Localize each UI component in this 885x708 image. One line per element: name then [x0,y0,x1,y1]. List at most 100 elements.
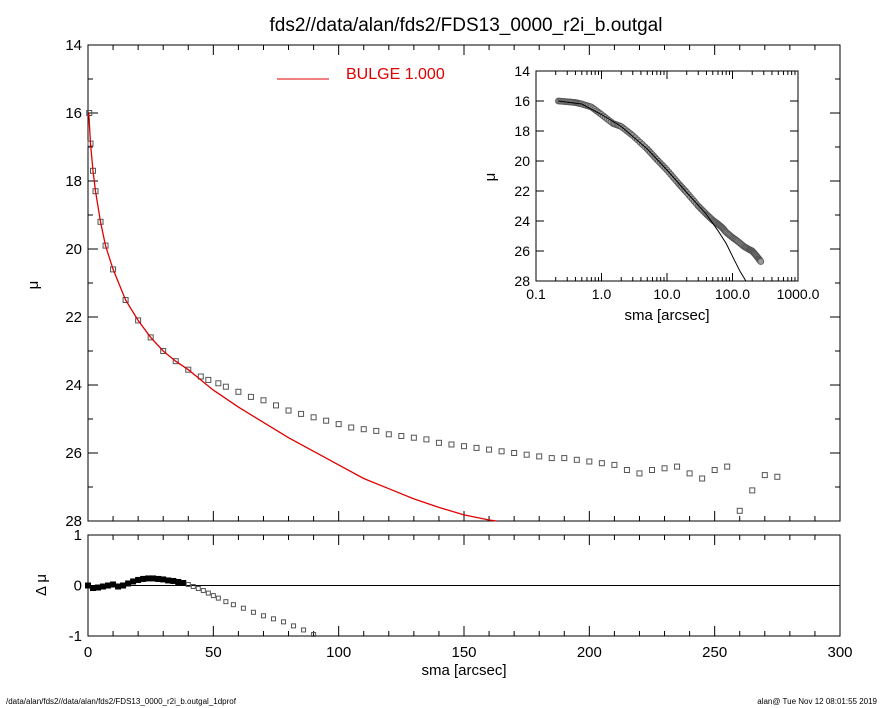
main-data-point [160,348,167,354]
main-data-point [348,424,355,431]
residual-xtick-label: 100 [326,644,351,661]
main-data-point [749,487,756,494]
residual-data-point [155,575,162,582]
inset-ytick-label: 20 [514,153,530,169]
inset-axis-ticks: 14 16 18 20 22 24 26 280.1 1.0 10.0 100.0 1000.0 [514,63,819,302]
inset-xlabel: sma [arcsec] [624,307,709,324]
main-data-point [548,455,555,462]
residual-data-point [215,595,221,601]
main-ylabel: μ [25,281,42,290]
main-data-point [561,455,568,462]
residual-data-point [205,590,211,596]
main-ytick-label: 18 [65,173,82,190]
main-data-point [260,397,267,404]
main-data-point [674,463,681,470]
main-data-point [335,421,342,428]
main-data-point [774,473,781,480]
residual-data-point [270,616,276,622]
main-data-point [761,472,768,479]
residual-ytick-label: 1 [74,527,82,544]
main-data-point [310,414,317,421]
main-data-point [435,439,442,446]
main-data-point [711,467,718,473]
residual-data-point [301,627,307,633]
residual-data-point [200,588,206,594]
chart-title: fds2//data/alan/fds2/FDS13_0000_r2i_b.ou… [270,15,663,36]
main-data-point [215,380,222,387]
main-ytick-label: 20 [65,241,82,258]
residual-data-point [120,582,127,589]
main-profile-plot: 14 16 18 20 22 24 26 28 μ BULGE 1.000 [25,37,841,530]
residual-data-point [100,583,107,590]
residual-data-point [110,581,117,588]
residual-data-point [281,619,287,625]
residual-xtick-label: 200 [577,644,602,661]
main-data-point [398,433,405,439]
residual-xtick-label: 50 [205,644,222,661]
main-data-point [611,461,618,468]
main-data-point [122,297,129,303]
main-data-point [573,456,580,463]
residual-data-point [170,577,177,584]
main-data-point [360,426,367,433]
residual-data-point [291,623,297,629]
inset-ytick-label: 28 [514,273,530,289]
residual-data-point [311,631,317,637]
main-data-point [636,470,643,477]
residual-xtick-label: 0 [84,644,92,661]
main-data-point [649,467,655,473]
main-data-point [273,402,279,409]
main-data-point [523,451,530,458]
residual-xtick-label: 300 [827,644,852,661]
residual-xlabel: sma [arcsec] [421,662,506,679]
main-data-point [197,373,204,380]
inset-ytick-label: 18 [514,123,530,139]
residual-data-point [240,605,246,611]
main-data-point [323,417,330,424]
residual-data-point [150,575,157,582]
residual-ylabel: Δ μ [33,574,50,596]
residual-data-point [90,585,97,592]
main-data-point [110,266,117,273]
inset-xtick-label: 0.1 [526,286,546,302]
main-data-point [147,334,154,341]
main-data-point [222,383,229,390]
residual-data-point [165,577,172,584]
main-data-point [461,443,467,450]
inset-xtick-label: 1000.0 [777,286,820,302]
residual-data-point [195,586,201,592]
main-data-point [172,358,179,365]
residual-data-point [180,579,187,586]
residual-data-markers [85,575,317,637]
inset-ytick-label: 26 [514,243,530,259]
main-data-point [623,467,630,473]
main-ytick-label: 14 [65,37,82,54]
main-axis-ticks: 14 16 18 20 22 24 26 28 [65,37,841,530]
residual-data-point [260,613,266,619]
main-data-point [686,470,693,477]
footer-user-timestamp: alan@ Tue Nov 12 08:01:55 2019 [757,697,877,706]
residual-data-point [95,584,102,591]
residual-data-point [145,575,152,582]
main-data-point [285,407,292,414]
main-data-point [661,465,668,472]
residual-data-point [130,578,137,585]
main-ytick-label: 26 [65,445,82,462]
inset-ytick-label: 16 [514,93,530,109]
inset-log-plot: 14 16 18 20 22 24 26 280.1 1.0 10.0 100.0 1000.0 sm… [482,63,820,324]
main-data-point [736,507,743,514]
main-ytick-label: 24 [65,377,82,394]
inset-xtick-label: 10.0 [653,286,680,302]
main-data-point [410,434,417,441]
inset-ytick-label: 24 [514,213,530,229]
main-data-point [385,431,392,438]
main-data-markers [86,110,781,514]
residual-data-point [135,576,142,583]
residual-ytick-label: 0 [74,578,82,595]
inset-data-point [757,258,765,265]
main-data-point [448,441,455,448]
main-data-point [185,366,192,373]
residual-data-point [230,602,236,608]
main-data-point [598,460,605,467]
